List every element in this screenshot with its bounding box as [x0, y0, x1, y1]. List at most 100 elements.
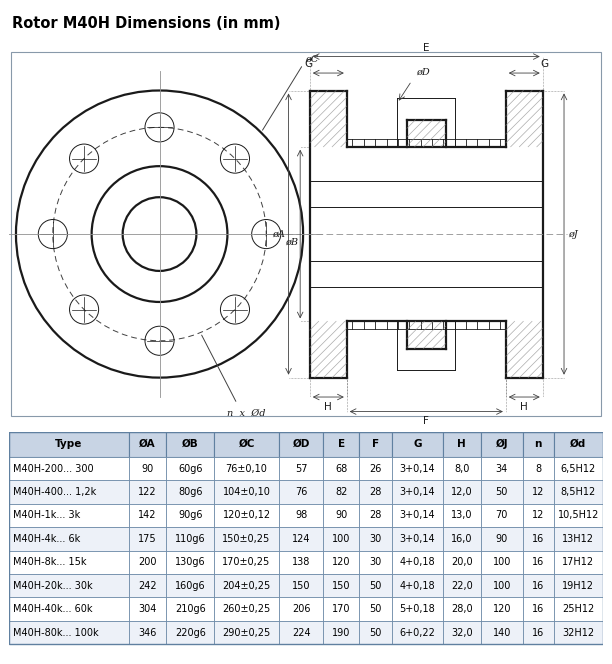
Bar — [523, 574, 554, 598]
Bar — [129, 598, 166, 621]
Bar — [392, 598, 443, 621]
Text: 90: 90 — [335, 511, 347, 521]
Text: 34: 34 — [496, 463, 508, 473]
Bar — [443, 457, 480, 480]
Text: 120: 120 — [493, 604, 511, 614]
Text: 138: 138 — [292, 557, 310, 567]
Text: 190: 190 — [332, 627, 350, 637]
Bar — [554, 550, 603, 574]
Text: G: G — [413, 440, 422, 450]
Text: 28,0: 28,0 — [451, 604, 472, 614]
Text: 8,5H12: 8,5H12 — [561, 487, 596, 497]
Bar — [480, 527, 523, 550]
Text: M40H-40k... 60k: M40H-40k... 60k — [13, 604, 92, 614]
Bar — [214, 457, 279, 480]
Text: 70: 70 — [496, 511, 508, 521]
Bar — [480, 621, 523, 644]
Bar — [523, 550, 554, 574]
Bar — [9, 504, 129, 527]
Bar — [166, 432, 214, 457]
Text: 206: 206 — [292, 604, 310, 614]
Text: 25H12: 25H12 — [562, 604, 594, 614]
Bar — [129, 457, 166, 480]
Text: 170: 170 — [332, 604, 351, 614]
Bar — [214, 504, 279, 527]
Bar — [9, 621, 129, 644]
Bar — [323, 621, 359, 644]
Text: 242: 242 — [138, 581, 157, 591]
Bar — [554, 480, 603, 504]
Text: 28: 28 — [369, 487, 381, 497]
Bar — [323, 504, 359, 527]
Bar — [523, 432, 554, 457]
Text: 16,0: 16,0 — [451, 534, 472, 544]
Text: 16: 16 — [532, 581, 545, 591]
Bar — [214, 574, 279, 598]
Bar — [480, 480, 523, 504]
Text: øC: øC — [305, 54, 318, 63]
Bar — [129, 621, 166, 644]
Text: 140: 140 — [493, 627, 511, 637]
Text: 8: 8 — [536, 463, 542, 473]
Text: M40H-200... 300: M40H-200... 300 — [13, 463, 94, 473]
Text: 100: 100 — [493, 557, 511, 567]
Text: 50: 50 — [369, 604, 381, 614]
Text: F: F — [424, 416, 429, 426]
Text: ØB: ØB — [182, 440, 198, 450]
Bar — [392, 621, 443, 644]
Bar — [359, 457, 392, 480]
Text: 100: 100 — [332, 534, 350, 544]
Text: G: G — [540, 59, 549, 69]
Text: 346: 346 — [138, 627, 157, 637]
Bar — [323, 527, 359, 550]
Bar — [392, 457, 443, 480]
Bar — [166, 574, 214, 598]
Bar — [129, 432, 166, 457]
Text: 98: 98 — [295, 511, 307, 521]
Bar — [214, 527, 279, 550]
Text: 57: 57 — [295, 463, 307, 473]
Bar — [359, 527, 392, 550]
Text: øJ: øJ — [568, 230, 578, 238]
Text: M40H-4k... 6k: M40H-4k... 6k — [13, 534, 80, 544]
Text: M40H-20k... 30k: M40H-20k... 30k — [13, 581, 92, 591]
Text: Rotor M40H Dimensions (in mm): Rotor M40H Dimensions (in mm) — [12, 16, 281, 31]
Bar — [129, 574, 166, 598]
Bar — [9, 527, 129, 550]
Bar — [359, 574, 392, 598]
Text: 32,0: 32,0 — [451, 627, 472, 637]
Bar — [323, 457, 359, 480]
Bar — [323, 432, 359, 457]
Bar — [279, 621, 323, 644]
Bar — [392, 527, 443, 550]
Bar — [279, 598, 323, 621]
Text: M40H-80k... 100k: M40H-80k... 100k — [13, 627, 99, 637]
Bar — [480, 432, 523, 457]
Bar — [214, 480, 279, 504]
Text: 200: 200 — [138, 557, 157, 567]
Bar — [443, 550, 480, 574]
Text: 104±0,10: 104±0,10 — [223, 487, 271, 497]
Bar — [129, 527, 166, 550]
Bar — [359, 621, 392, 644]
Bar — [554, 457, 603, 480]
Bar — [443, 598, 480, 621]
Bar — [443, 621, 480, 644]
Text: 76: 76 — [295, 487, 307, 497]
Text: 175: 175 — [138, 534, 157, 544]
Text: 26: 26 — [369, 463, 381, 473]
Bar — [554, 527, 603, 550]
Text: 16: 16 — [532, 604, 545, 614]
Text: 160g6: 160g6 — [175, 581, 206, 591]
Text: 30: 30 — [369, 557, 381, 567]
Text: 32H12: 32H12 — [562, 627, 594, 637]
Text: 224: 224 — [292, 627, 310, 637]
Text: E: E — [338, 440, 345, 450]
Bar — [129, 480, 166, 504]
Text: 82: 82 — [335, 487, 348, 497]
Bar — [392, 550, 443, 574]
Text: 3+0,14: 3+0,14 — [400, 534, 435, 544]
Text: 6+0,22: 6+0,22 — [400, 627, 435, 637]
Text: ØD: ØD — [293, 440, 310, 450]
Bar — [443, 504, 480, 527]
